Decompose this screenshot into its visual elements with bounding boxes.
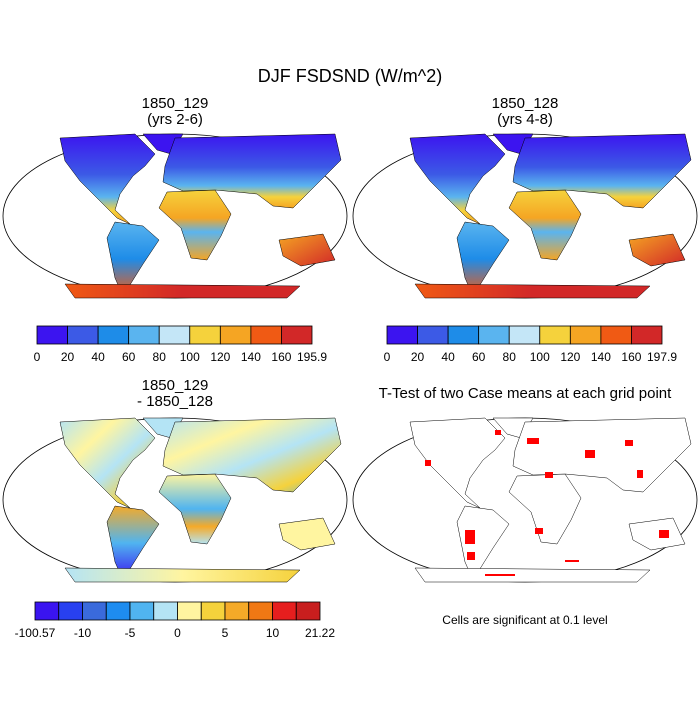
map (352, 417, 698, 583)
colorbar-label: 197.9 (647, 350, 677, 364)
colorbar-label: 140 (591, 350, 611, 364)
colorbar-label: 60 (472, 350, 486, 364)
colorbar-box (539, 325, 571, 345)
map (2, 417, 348, 583)
colorbar-label: 0 (384, 350, 391, 364)
colorbar-label: 0 (174, 626, 181, 640)
panel-title: 1850_129 (142, 95, 209, 112)
colorbar-label: 120 (560, 350, 580, 364)
colorbar-box (36, 325, 68, 345)
colorbar-box (129, 601, 155, 621)
colorbar-box (248, 601, 273, 621)
colorbar-label: 21.22 (305, 626, 335, 640)
colorbar-label: 140 (241, 350, 261, 364)
colorbar-label: -100.57 (15, 626, 56, 640)
colorbar-box (58, 601, 83, 621)
colorbar-box (508, 325, 541, 345)
colorbar-box (34, 601, 60, 621)
panel-title: 1850_128 (492, 95, 559, 112)
colorbar-label: 60 (122, 350, 136, 364)
colorbar-label: -10 (74, 626, 92, 640)
colorbar-label: 100 (530, 350, 550, 364)
note: Cells are significant at 0.1 level (442, 613, 607, 627)
colorbar-box (177, 601, 202, 621)
figure-title: DJF FSDSND (W/m^2) (258, 66, 442, 86)
land (409, 133, 692, 299)
colorbar-label: 80 (503, 350, 517, 364)
colorbar-box (295, 601, 321, 621)
panel-title: - 1850_128 (137, 393, 213, 410)
colorbar-box (478, 325, 510, 345)
colorbar-label: 160 (271, 350, 291, 364)
map (2, 133, 348, 299)
land (409, 417, 692, 583)
panel-title: (yrs 2-6) (147, 111, 203, 128)
colorbar-box (250, 325, 282, 345)
colorbar-box (128, 325, 160, 345)
colorbar-label: 120 (210, 350, 230, 364)
colorbar-box (82, 601, 107, 621)
colorbar-box (219, 325, 252, 345)
colorbar-label: 40 (441, 350, 455, 364)
colorbar-box (200, 601, 226, 621)
colorbar-label: 10 (266, 626, 280, 640)
colorbar-label: 20 (411, 350, 425, 364)
colorbar-label: 160 (621, 350, 641, 364)
land (59, 133, 342, 299)
colorbar-label: 40 (91, 350, 105, 364)
colorbar-label: 100 (180, 350, 200, 364)
colorbar-box (569, 325, 602, 345)
colorbar-box (281, 325, 313, 345)
colorbar-label: 0 (34, 350, 41, 364)
colorbar-box (631, 325, 663, 345)
colorbar-box (158, 325, 191, 345)
panel-title: 1850_129 (142, 377, 209, 394)
colorbar-label: 195.9 (297, 350, 327, 364)
colorbar-box (386, 325, 418, 345)
colorbar-box (189, 325, 221, 345)
colorbar-box (600, 325, 632, 345)
colorbar-box (153, 601, 178, 621)
colorbar-box (67, 325, 99, 345)
colorbar-box (272, 601, 297, 621)
map (352, 133, 698, 299)
colorbar-label: 80 (153, 350, 167, 364)
colorbar-box (97, 325, 130, 345)
colorbar-label: -5 (125, 626, 136, 640)
colorbar-box (224, 601, 250, 621)
colorbar-box (105, 601, 131, 621)
colorbar-box (417, 325, 449, 345)
panel-title: (yrs 4-8) (497, 111, 553, 128)
colorbar-label: 20 (61, 350, 75, 364)
colorbar-box (447, 325, 480, 345)
panel-title: T-Test of two Case means at each grid po… (379, 385, 672, 402)
land (59, 417, 342, 583)
colorbar-label: 5 (222, 626, 229, 640)
